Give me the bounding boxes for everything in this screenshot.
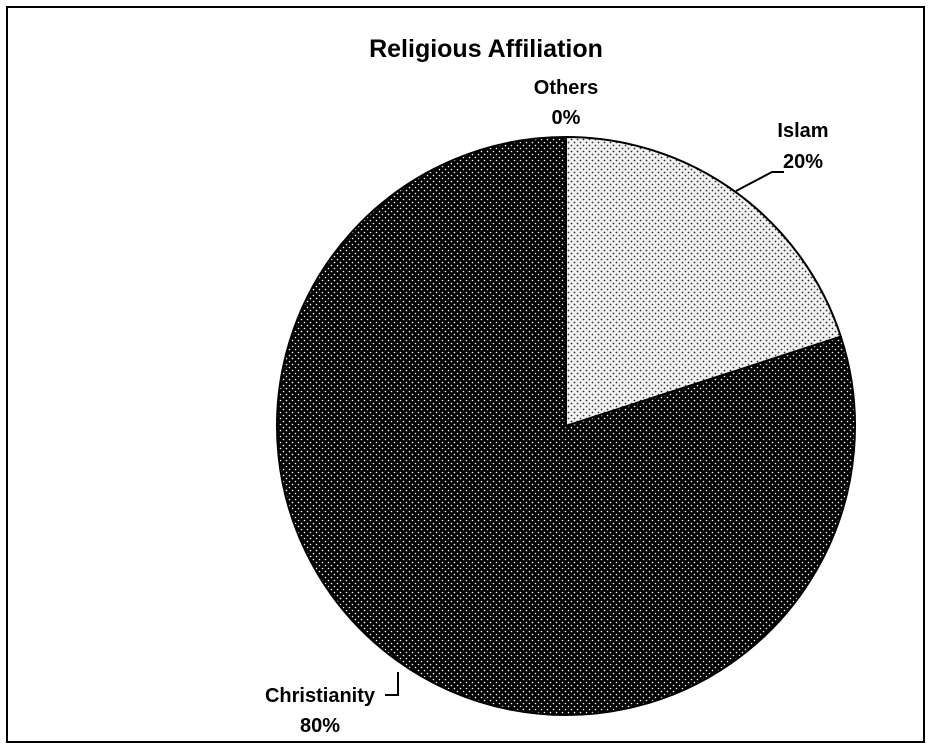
slice-label-islam: Islam — [777, 120, 828, 142]
slices-layer — [276, 135, 856, 716]
slice-value-others: 0% — [552, 107, 581, 129]
chart-title: Religious Affiliation — [369, 35, 603, 63]
pie-slice-islam — [565, 135, 843, 428]
slice-label-christianity: Christianity — [265, 685, 376, 707]
leader-line-christianity — [385, 672, 399, 696]
pie-slice-christianity — [276, 135, 856, 716]
slice-label-others: Others — [534, 77, 598, 99]
slice-value-islam: 20% — [783, 151, 823, 173]
slice-value-christianity: 80% — [300, 715, 340, 737]
leader-line-islam — [735, 171, 784, 192]
